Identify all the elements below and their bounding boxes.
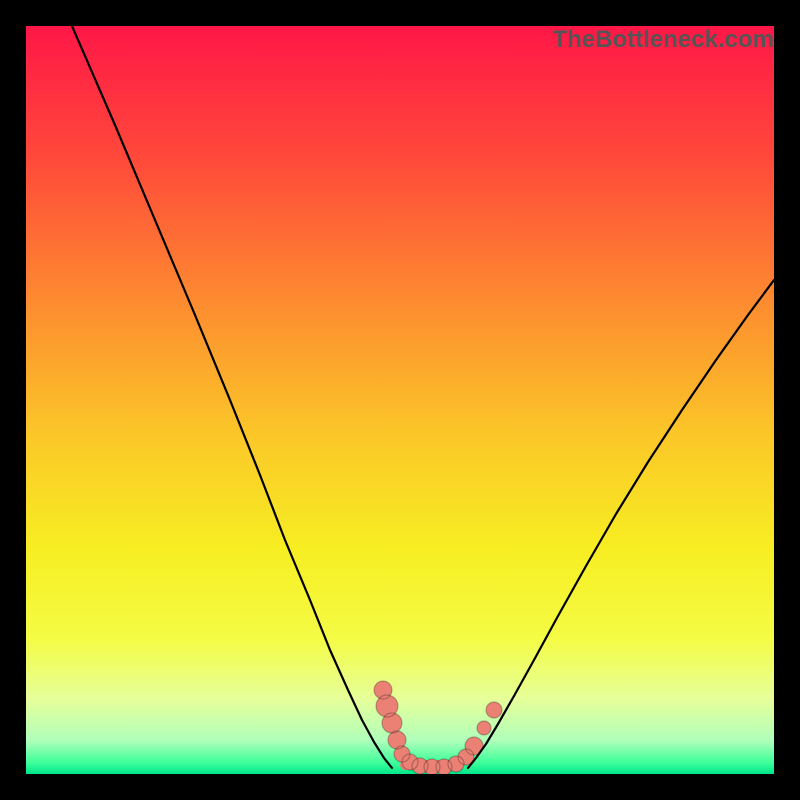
chart-canvas: TheBottleneck.com (0, 0, 800, 800)
watermark-text: TheBottleneck.com (553, 26, 774, 54)
chart-curves (0, 0, 800, 800)
plot-area (26, 26, 774, 774)
